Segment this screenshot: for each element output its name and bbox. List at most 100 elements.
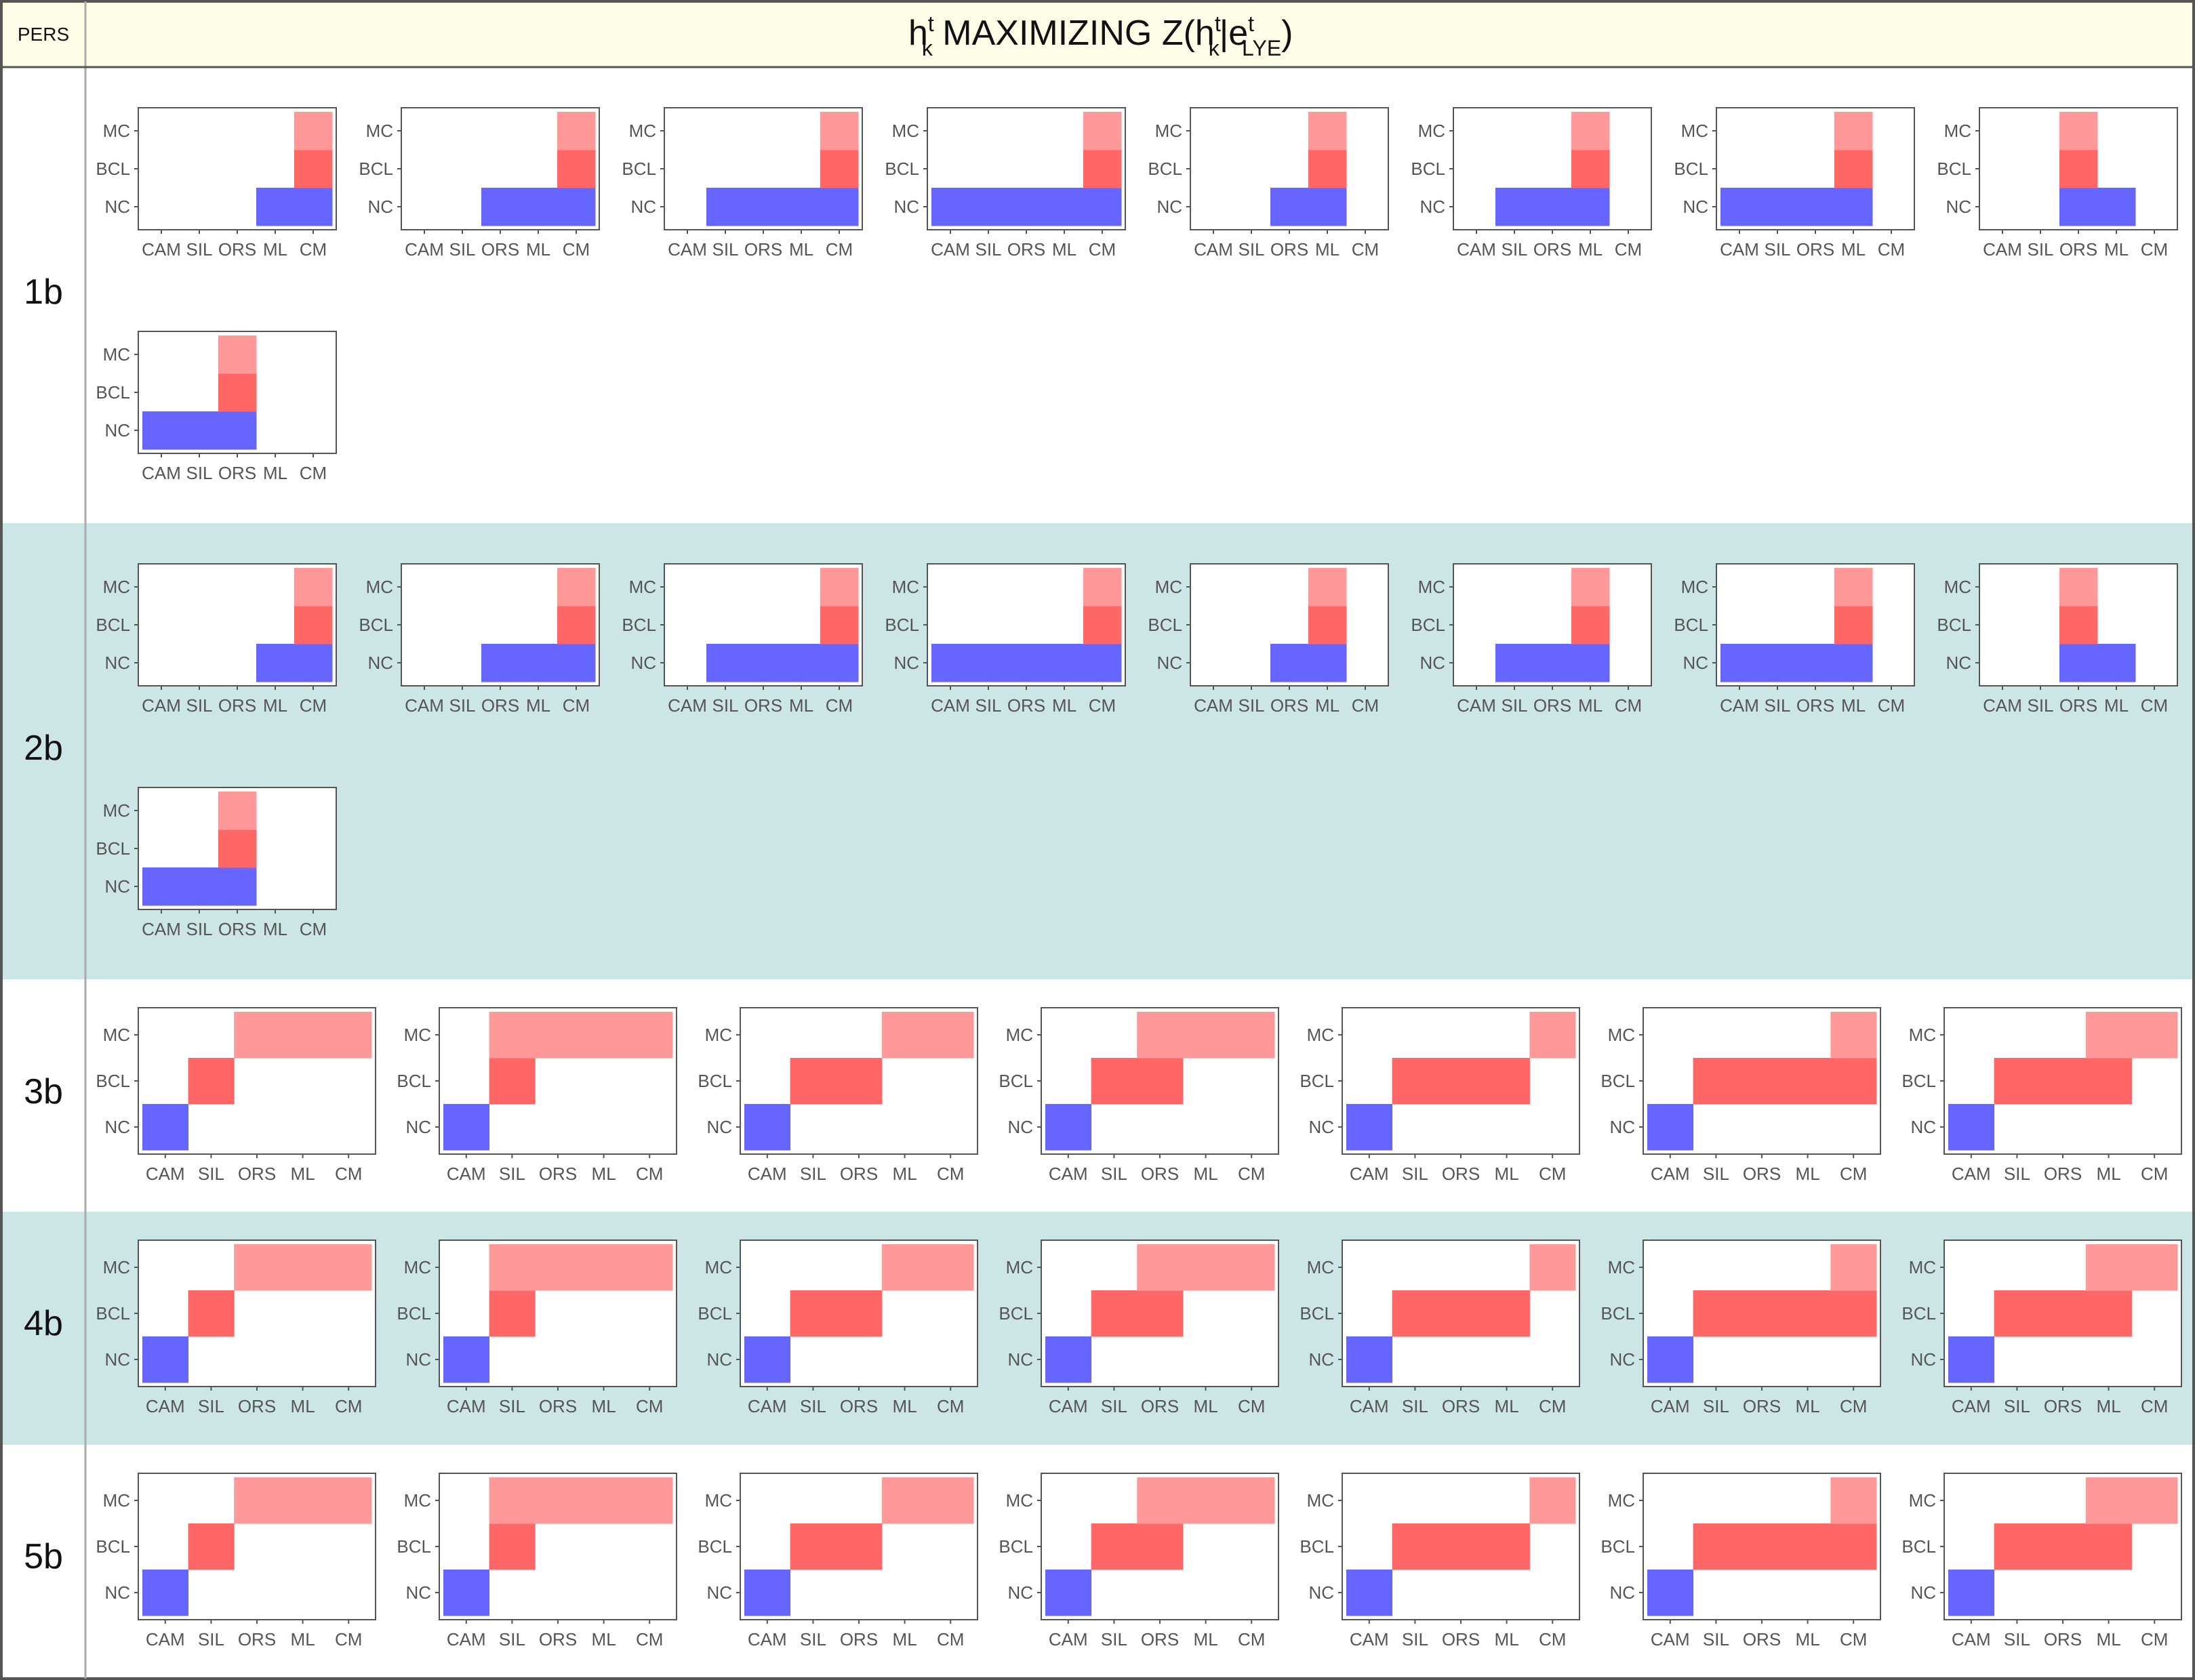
heatmap-cell-bcl-cm bbox=[557, 606, 596, 644]
x-tick-label: SIL bbox=[1764, 695, 1790, 716]
heatmap-cell-bcl-ors bbox=[836, 1290, 883, 1337]
heatmap-cell-nc-cam bbox=[443, 1104, 490, 1151]
heatmap-cell-bcl-sil bbox=[188, 1523, 235, 1570]
heatmap-cell-mc-ml bbox=[580, 1012, 627, 1059]
heatmap-cell-mc-cm bbox=[820, 568, 859, 607]
heatmap-cell-nc-cm bbox=[1083, 188, 1122, 226]
heatmap-cell-nc-ml bbox=[1834, 644, 1873, 682]
x-tick-label: ORS bbox=[1796, 239, 1834, 260]
heatmap-cell-mc-cm bbox=[1529, 1012, 1576, 1059]
heatmap-cell-bcl-ml bbox=[1483, 1058, 1530, 1105]
x-tick-label: ORS bbox=[238, 1164, 276, 1184]
heatmap-cell-mc-sil bbox=[489, 1244, 536, 1291]
y-tick-label: BCL bbox=[1901, 1071, 1936, 1091]
heatmap-cell-bcl-sil bbox=[489, 1523, 536, 1570]
x-tick-label: ORS bbox=[2044, 1164, 2082, 1184]
heatmap-panel: NC BCL MC CAM SIL ORS ML CM bbox=[999, 1473, 1279, 1650]
heatmap-cell-nc-cm bbox=[1083, 644, 1122, 682]
heatmap-cell-mc-cm bbox=[294, 568, 333, 607]
title-t-sup: t bbox=[928, 12, 934, 36]
heatmap-cell-mc-cm bbox=[2131, 1477, 2178, 1524]
heatmap-cell-bcl-ors bbox=[2059, 150, 2098, 188]
x-tick-label: ORS bbox=[539, 1396, 577, 1416]
y-tick-label: BCL bbox=[96, 838, 130, 859]
x-tick-label: SIL bbox=[2027, 239, 2053, 260]
heatmap-panel: NC BCL MC CAM SIL ORS ML CM bbox=[96, 1473, 376, 1650]
y-tick-label: NC bbox=[893, 653, 919, 673]
x-tick-label: ML bbox=[1194, 1396, 1218, 1416]
heatmap-panel: NC BCL MC CAM SIL ORS ML CM bbox=[999, 1239, 1279, 1416]
x-tick-label: CM bbox=[937, 1629, 964, 1650]
x-tick-label: SIL bbox=[1764, 239, 1790, 260]
y-tick-label: NC bbox=[405, 1582, 431, 1603]
y-tick-label: MC bbox=[103, 1257, 130, 1277]
heatmap-cell-bcl-cm bbox=[820, 606, 859, 644]
x-tick-label: ORS bbox=[840, 1629, 878, 1650]
heatmap-cell-nc-cm bbox=[820, 188, 859, 226]
y-tick-label: BCL bbox=[885, 615, 919, 635]
x-tick-label: CM bbox=[1238, 1396, 1265, 1416]
heatmap-cell-mc-ors bbox=[535, 1477, 582, 1524]
y-tick-label: NC bbox=[1946, 197, 1971, 217]
y-tick-label: MC bbox=[705, 1025, 732, 1045]
heatmap-cell-nc-cam bbox=[142, 1104, 189, 1151]
x-tick-label: CAM bbox=[142, 919, 181, 939]
x-tick-label: ORS bbox=[1270, 695, 1308, 716]
y-tick-label: NC bbox=[367, 197, 393, 217]
x-tick-label: CM bbox=[1352, 239, 1379, 260]
heatmap-cell-mc-cm bbox=[626, 1477, 673, 1524]
x-tick-label: ML bbox=[1796, 1629, 1820, 1650]
x-tick-label: CAM bbox=[1651, 1629, 1690, 1650]
x-tick-label: SIL bbox=[800, 1396, 826, 1416]
heatmap-cell-bcl-sil bbox=[188, 1058, 235, 1105]
heatmap-cell-nc-ml bbox=[519, 644, 558, 682]
heatmap-cell-mc-ors bbox=[1137, 1244, 1184, 1291]
heatmap-panel: NC BCL MC CAM SIL ORS ML CM bbox=[397, 1007, 677, 1184]
x-tick-label: CAM bbox=[142, 695, 181, 716]
heatmap-cell-nc-cam bbox=[1948, 1336, 1995, 1383]
y-tick-label: BCL bbox=[1600, 1303, 1635, 1324]
heatmap-cell-nc-ml bbox=[1308, 188, 1347, 226]
heatmap-cell-nc-ors bbox=[744, 188, 783, 226]
y-tick-label: BCL bbox=[698, 1071, 732, 1091]
heatmap-cell-mc-ml bbox=[881, 1244, 928, 1291]
heatmap-panel: NC BCL MC CAM SIL ORS ML CM bbox=[1901, 1007, 2182, 1184]
x-tick-label: CM bbox=[335, 1164, 362, 1184]
heatmap-cell-bcl-ml bbox=[1784, 1290, 1831, 1337]
x-tick-label: ORS bbox=[1796, 695, 1834, 716]
heatmap-cell-nc-cam bbox=[744, 1104, 791, 1151]
x-tick-label: CM bbox=[1089, 695, 1116, 716]
y-tick-label: NC bbox=[1007, 1349, 1033, 1370]
heatmap-cell-mc-ml bbox=[1308, 112, 1347, 150]
y-tick-label: MC bbox=[1155, 577, 1182, 597]
x-tick-label: CAM bbox=[1194, 239, 1233, 260]
heatmap-panel: NC BCL MC CAM SIL ORS ML CM bbox=[698, 1239, 978, 1416]
y-tick-label: MC bbox=[103, 344, 130, 365]
heatmap-cell-bcl-sil bbox=[489, 1058, 536, 1105]
y-tick-label: MC bbox=[1307, 1025, 1334, 1045]
title-lye-sub: LYE bbox=[1242, 36, 1281, 60]
heatmap-panel: NC BCL MC CAM SIL ORS ML CM bbox=[1300, 1473, 1580, 1650]
heatmap-cell-mc-ml bbox=[279, 1244, 326, 1291]
row-label: 1b bbox=[24, 272, 63, 312]
x-tick-label: CM bbox=[563, 239, 590, 260]
heatmap-cell-bcl-cm bbox=[1083, 150, 1122, 188]
heatmap-cell-mc-ml bbox=[881, 1477, 928, 1524]
heatmap-cell-mc-ml bbox=[580, 1244, 627, 1291]
heatmap-cell-bcl-sil bbox=[1392, 1058, 1438, 1105]
x-tick-label: SIL bbox=[800, 1164, 826, 1184]
x-tick-label: ORS bbox=[2059, 239, 2097, 260]
x-tick-label: SIL bbox=[1703, 1629, 1729, 1650]
x-tick-label: ML bbox=[789, 695, 813, 716]
heatmap-cell-mc-ml bbox=[1308, 568, 1347, 607]
y-tick-label: NC bbox=[367, 653, 393, 673]
y-tick-label: MC bbox=[1909, 1025, 1936, 1045]
y-tick-label: BCL bbox=[1600, 1536, 1635, 1557]
heatmap-cell-nc-sil bbox=[1758, 188, 1797, 226]
x-tick-label: SIL bbox=[449, 239, 475, 260]
y-tick-label: BCL bbox=[1300, 1536, 1334, 1557]
x-tick-label: CAM bbox=[1952, 1629, 1991, 1650]
y-tick-label: MC bbox=[1681, 577, 1708, 597]
